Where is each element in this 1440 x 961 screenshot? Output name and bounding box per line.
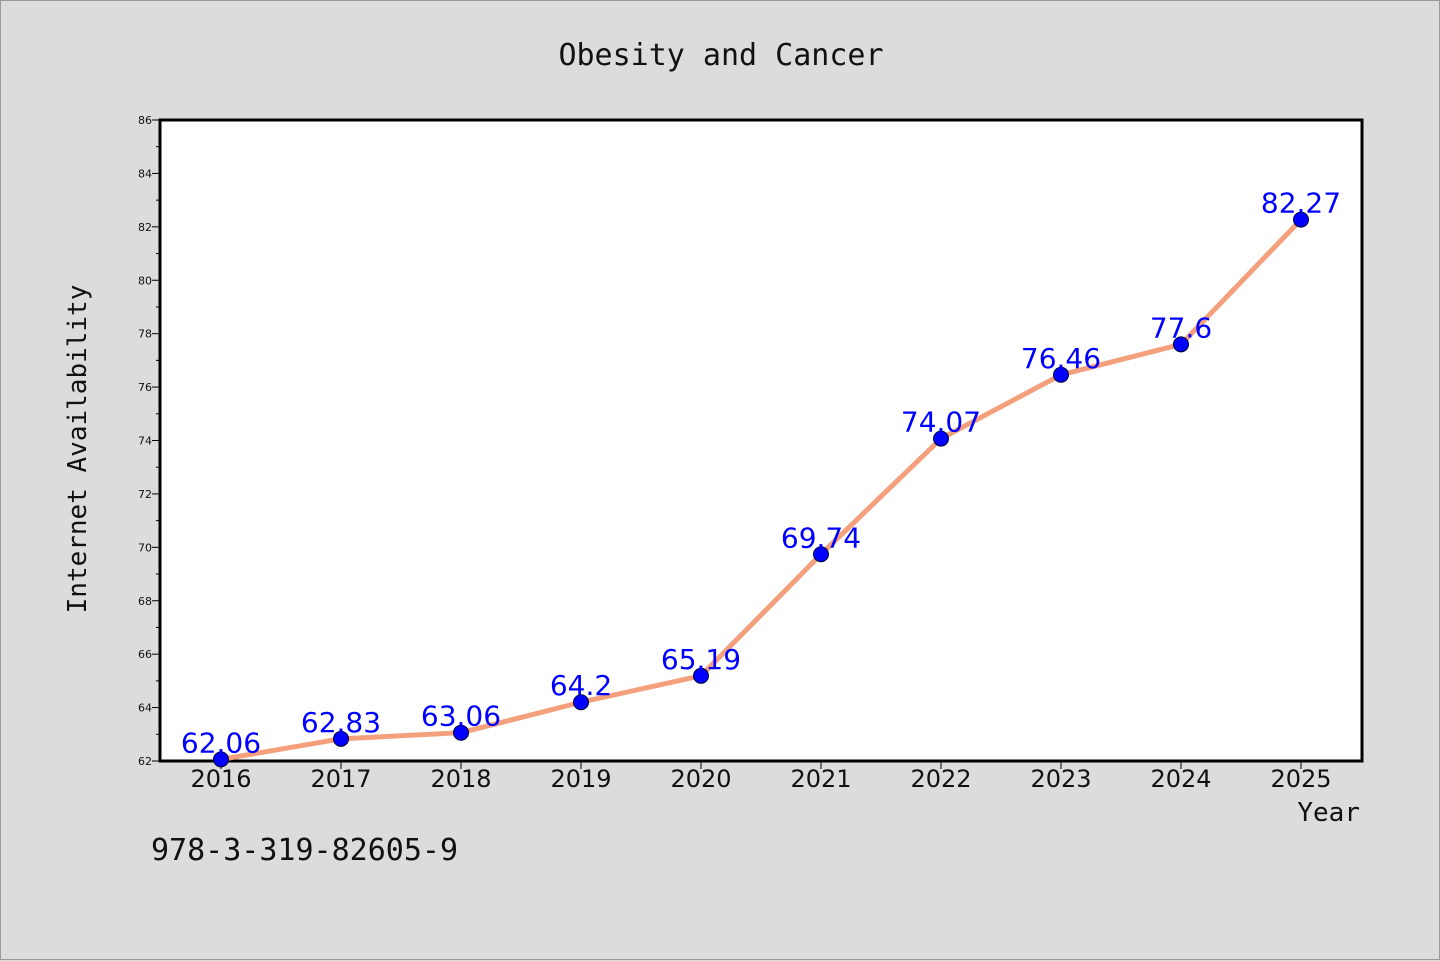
data-label: 64.2	[550, 669, 612, 702]
y-tick-label: 70	[138, 541, 152, 554]
data-point	[693, 667, 709, 684]
x-tick-label: 2017	[310, 765, 371, 793]
y-tick-label: 74	[138, 435, 152, 448]
chart-title: Obesity and Cancer	[558, 38, 883, 73]
y-tick-label: 80	[138, 274, 152, 287]
data-point	[813, 546, 829, 563]
data-label: 62.83	[301, 706, 381, 739]
data-label: 63.06	[421, 700, 501, 733]
series-group: 62.06 62.83 63.06 64.2 65.19 69.74 74.07 76.46 7…	[181, 187, 1341, 768]
y-tick-label: 86	[138, 114, 152, 127]
data-label: 69.74	[781, 521, 861, 554]
x-tick-label: 2023	[1030, 765, 1091, 793]
data-point	[1053, 366, 1069, 383]
x-tick-label: 2019	[550, 765, 611, 793]
x-tick-label: 2021	[790, 765, 851, 793]
data-point	[213, 751, 229, 768]
y-tick-label: 82	[138, 221, 152, 234]
y-tick-label: 64	[138, 702, 152, 715]
data-label: 77.6	[1150, 311, 1212, 344]
data-point	[933, 430, 949, 447]
x-tick-label: 2024	[1150, 765, 1211, 793]
x-tick-label: 2016	[190, 765, 251, 793]
x-tick-label: 2022	[910, 765, 971, 793]
plot-area	[158, 118, 1364, 763]
data-label: 76.46	[1021, 342, 1101, 375]
x-tick-label: 2020	[670, 765, 731, 793]
x-axis: 2016 2017 2018 2019 2020 2021 2022 2023 2024 2025	[190, 761, 1332, 793]
y-tick-label: 68	[138, 595, 152, 608]
y-axis: 62 64 66 68 70 72 74 76 78 80 82 84 86	[138, 114, 160, 768]
data-label: 82.27	[1261, 187, 1341, 220]
data-label: 65.19	[661, 643, 741, 676]
y-tick-label: 66	[138, 648, 152, 661]
y-tick-label: 78	[138, 328, 152, 341]
data-label: 62.06	[181, 726, 261, 759]
x-tick-label: 2018	[430, 765, 491, 793]
data-point	[1293, 211, 1309, 228]
series-line	[218, 217, 1304, 762]
y-tick-label: 84	[138, 167, 152, 180]
y-tick-label: 72	[138, 488, 152, 501]
y-tick-label: 76	[138, 381, 152, 394]
x-axis-label: Year	[1297, 798, 1360, 828]
y-axis-label: Internet Availability	[63, 285, 93, 614]
footnote-isbn: 978-3-319-82605-9	[151, 833, 459, 868]
data-point	[573, 694, 589, 711]
data-point	[1173, 336, 1189, 353]
data-point	[453, 724, 469, 741]
data-label: 74.07	[901, 406, 981, 439]
x-tick-label: 2025	[1270, 765, 1331, 793]
data-point	[333, 730, 349, 747]
y-tick-label: 62	[138, 755, 152, 768]
